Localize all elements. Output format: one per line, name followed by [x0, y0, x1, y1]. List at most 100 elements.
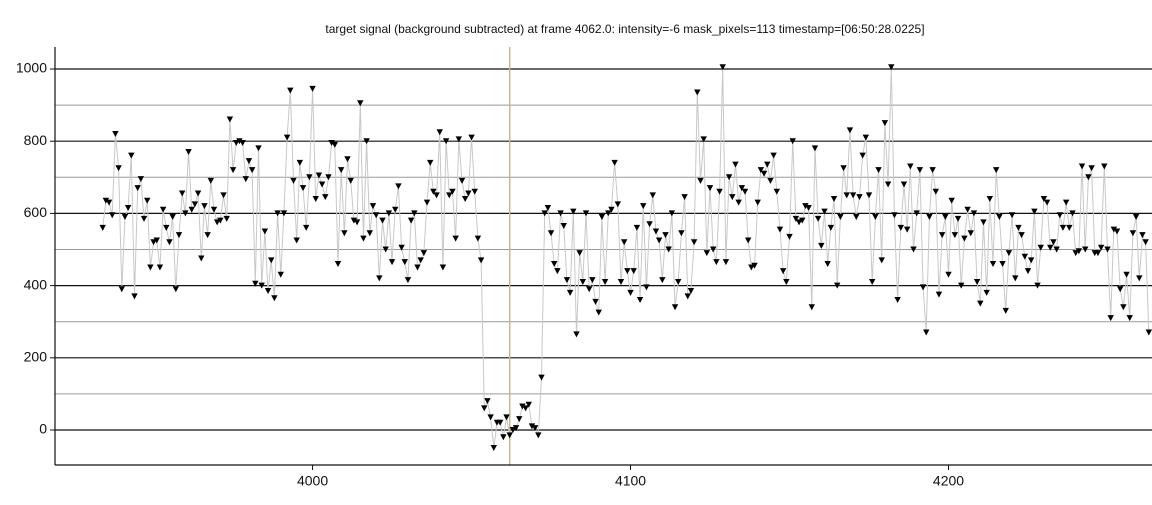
- marker: [570, 208, 577, 215]
- marker: [824, 260, 831, 267]
- marker: [455, 136, 463, 143]
- marker: [560, 223, 567, 230]
- marker: [897, 224, 905, 231]
- marker: [144, 197, 151, 204]
- marker: [474, 235, 482, 242]
- marker: [649, 192, 656, 199]
- marker: [347, 177, 354, 184]
- marker: [484, 398, 491, 405]
- marker: [605, 210, 612, 217]
- marker: [640, 203, 647, 210]
- marker: [620, 239, 628, 246]
- marker: [951, 232, 959, 239]
- marker: [188, 206, 195, 213]
- marker: [1002, 307, 1009, 314]
- marker: [681, 194, 688, 201]
- marker: [178, 190, 186, 197]
- marker: [748, 264, 755, 271]
- marker: [929, 167, 936, 174]
- marker: [500, 434, 507, 441]
- marker: [770, 152, 777, 159]
- marker: [204, 232, 211, 239]
- marker: [1005, 250, 1013, 257]
- marker: [331, 141, 339, 148]
- marker: [433, 192, 440, 199]
- marker: [1066, 224, 1073, 231]
- marker: [341, 230, 348, 237]
- marker: [1136, 275, 1143, 282]
- marker: [967, 230, 974, 237]
- marker: [840, 165, 847, 172]
- marker: [306, 174, 313, 181]
- marker: [665, 246, 672, 253]
- marker: [566, 289, 574, 296]
- marker: [522, 405, 529, 412]
- marker: [627, 289, 634, 296]
- marker: [996, 214, 1003, 221]
- marker: [757, 167, 765, 174]
- y-tick-label: 800: [24, 132, 48, 148]
- marker: [159, 206, 167, 213]
- marker: [194, 190, 202, 197]
- marker: [859, 152, 866, 159]
- marker: [846, 127, 854, 134]
- marker: [1027, 257, 1035, 264]
- marker: [948, 197, 955, 204]
- marker: [894, 297, 901, 304]
- marker: [334, 260, 342, 267]
- marker: [598, 214, 606, 221]
- marker: [277, 271, 284, 278]
- marker: [751, 262, 758, 269]
- marker: [255, 145, 262, 152]
- marker: [1043, 199, 1051, 206]
- marker: [414, 264, 421, 271]
- marker: [713, 259, 720, 266]
- marker: [589, 277, 596, 284]
- x-tick-label: 4000: [297, 473, 328, 489]
- marker: [1088, 165, 1095, 172]
- marker: [865, 192, 873, 199]
- marker: [213, 219, 221, 226]
- marker: [872, 214, 879, 221]
- marker: [264, 288, 272, 295]
- marker: [1126, 315, 1133, 322]
- marker: [690, 239, 698, 246]
- marker: [932, 188, 939, 195]
- marker: [818, 242, 825, 249]
- marker: [163, 224, 170, 231]
- marker: [970, 210, 978, 217]
- marker: [1097, 244, 1105, 251]
- marker: [248, 167, 256, 174]
- marker: [1056, 212, 1063, 219]
- marker: [233, 140, 240, 147]
- marker: [684, 293, 691, 300]
- marker: [430, 188, 437, 195]
- marker: [115, 165, 122, 172]
- marker: [350, 217, 358, 224]
- marker: [229, 167, 237, 174]
- chart-title: target signal (background subtracted) at…: [325, 22, 924, 36]
- marker: [290, 177, 297, 184]
- marker: [318, 181, 326, 188]
- marker: [1034, 282, 1041, 289]
- marker: [366, 230, 373, 237]
- marker: [662, 232, 669, 239]
- marker: [490, 445, 497, 452]
- marker: [268, 257, 275, 264]
- plot-area: [99, 47, 1152, 465]
- marker: [131, 293, 138, 300]
- marker: [404, 277, 412, 284]
- marker: [102, 197, 110, 204]
- marker: [156, 264, 164, 271]
- marker: [1129, 230, 1137, 237]
- marker: [544, 204, 552, 211]
- marker: [821, 208, 828, 215]
- marker: [725, 174, 733, 181]
- marker: [239, 140, 246, 147]
- marker: [271, 295, 278, 302]
- marker: [1132, 214, 1140, 221]
- marker: [1059, 224, 1067, 231]
- marker: [519, 403, 526, 410]
- marker: [535, 432, 542, 439]
- marker: [1024, 268, 1032, 275]
